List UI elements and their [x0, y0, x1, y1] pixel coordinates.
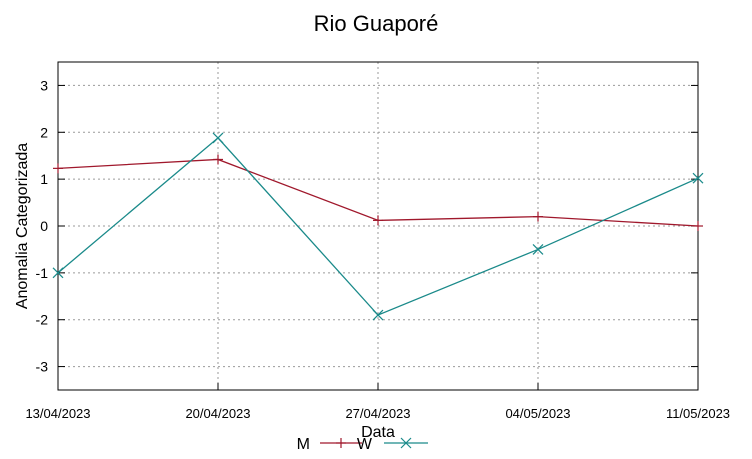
- y-axis: -3 -2 -1 0 1 2 3: [36, 77, 698, 375]
- y-tick-label: 0: [40, 218, 48, 234]
- data-point-M: [693, 221, 703, 231]
- data-point-W: [212, 132, 224, 144]
- x-axis: 13/04/2023 20/04/2023 27/04/2023 04/05/2023…: [25, 383, 730, 421]
- series-group: [52, 132, 704, 321]
- y-tick-label: -2: [36, 312, 49, 328]
- y-axis-label: Anomalia Categorizada: [14, 143, 31, 309]
- data-point-W: [532, 244, 544, 255]
- legend-label: M: [297, 436, 310, 453]
- legend-label: W: [357, 436, 373, 453]
- x-tick-label: 04/05/2023: [505, 406, 570, 421]
- y-tick-label: 1: [40, 171, 48, 187]
- x-axis-label: Data: [361, 424, 395, 441]
- data-point-W: [372, 309, 384, 321]
- y-tick-label: -1: [36, 265, 49, 281]
- data-point-M: [213, 154, 223, 165]
- data-point-M: [373, 215, 383, 226]
- y-tick-label: 3: [40, 77, 48, 93]
- data-point-M: [53, 163, 63, 174]
- x-tick-label: 27/04/2023: [345, 406, 410, 421]
- x-tick-label: 20/04/2023: [185, 406, 250, 421]
- legend-marker: [400, 437, 412, 449]
- chart-title: Rio Guaporé: [314, 11, 439, 36]
- x-tick-label: 11/05/2023: [666, 406, 730, 421]
- legend-marker: [336, 438, 346, 448]
- data-point-M: [533, 211, 543, 222]
- x-tick-label: 13/04/2023: [25, 406, 90, 421]
- data-point-W: [692, 172, 704, 184]
- data-point-W: [52, 267, 64, 279]
- y-tick-label: -3: [36, 359, 49, 375]
- grid: [57, 62, 699, 390]
- y-tick-label: 2: [40, 124, 48, 140]
